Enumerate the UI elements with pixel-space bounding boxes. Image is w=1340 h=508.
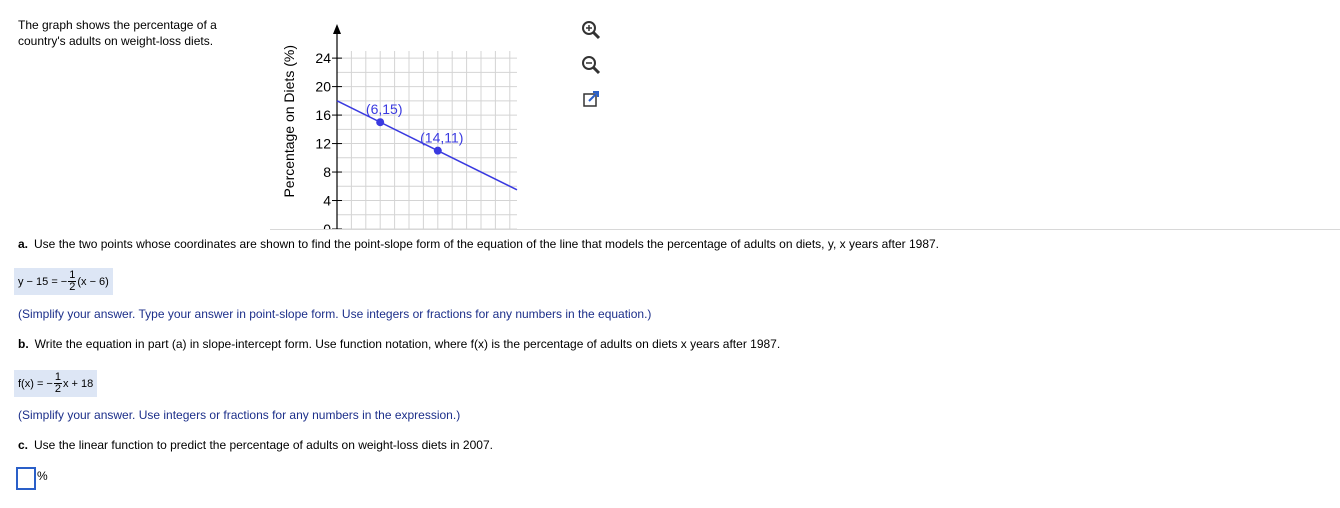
line [336, 100, 518, 191]
part-label: c. [18, 438, 29, 452]
separator [270, 229, 1340, 230]
y-tick-label: 0 [323, 221, 331, 229]
y-tick-label: 20 [315, 79, 331, 95]
question-a: a. Use the two points whose coordinates a… [18, 237, 939, 251]
unit-label: % [37, 469, 48, 483]
numerator: 1 [68, 269, 77, 282]
y-tick-label: 12 [315, 136, 331, 152]
hint-b: (Simplify your answer. Use integers or f… [18, 408, 461, 422]
answer-text: f(x) = − [18, 377, 53, 390]
point-label: (6,15) [366, 101, 403, 117]
y-tick-label: 16 [315, 107, 331, 123]
axis-arrow [333, 24, 341, 34]
question-text: Write the equation in part (a) in slope-… [34, 337, 781, 351]
zoom-in-button[interactable] [580, 19, 602, 41]
question-b: b. Write the equation in part (a) in slop… [18, 337, 780, 351]
y-tick-label: 8 [323, 164, 331, 180]
answer-text: x + 18 [62, 377, 94, 390]
part-label: a. [18, 237, 29, 251]
hint-a: (Simplify your answer. Type your answer … [18, 307, 652, 321]
denominator: 2 [54, 383, 61, 395]
question-text: Use the linear function to predict the p… [34, 438, 493, 452]
answer-text: (x − 6) [77, 275, 109, 288]
numerator: 1 [53, 371, 62, 384]
point [376, 118, 385, 127]
open-new-window-button[interactable] [580, 88, 602, 110]
y-tick-label: 4 [323, 193, 331, 209]
point-label: (14,11) [420, 130, 463, 146]
question-c: c. Use the linear function to predict the… [18, 438, 493, 452]
part-label: b. [18, 337, 29, 351]
denominator: 2 [69, 281, 76, 293]
point [433, 146, 442, 155]
answer-text: y − 15 = − [18, 275, 68, 288]
y-tick-label: 24 [315, 50, 331, 66]
intro-text: The graph shows the percentage of a coun… [18, 18, 217, 48]
graph: 0 4 8 12 16 20 24 Percentage on Diets (%) (6,15)… [281, 24, 518, 229]
y-axis-label: Percentage on Diets (%) [281, 45, 297, 198]
answer-input[interactable] [16, 467, 36, 490]
question-text: Use the two points whose coordinates are… [34, 237, 940, 251]
zoom-out-button[interactable] [580, 54, 602, 76]
